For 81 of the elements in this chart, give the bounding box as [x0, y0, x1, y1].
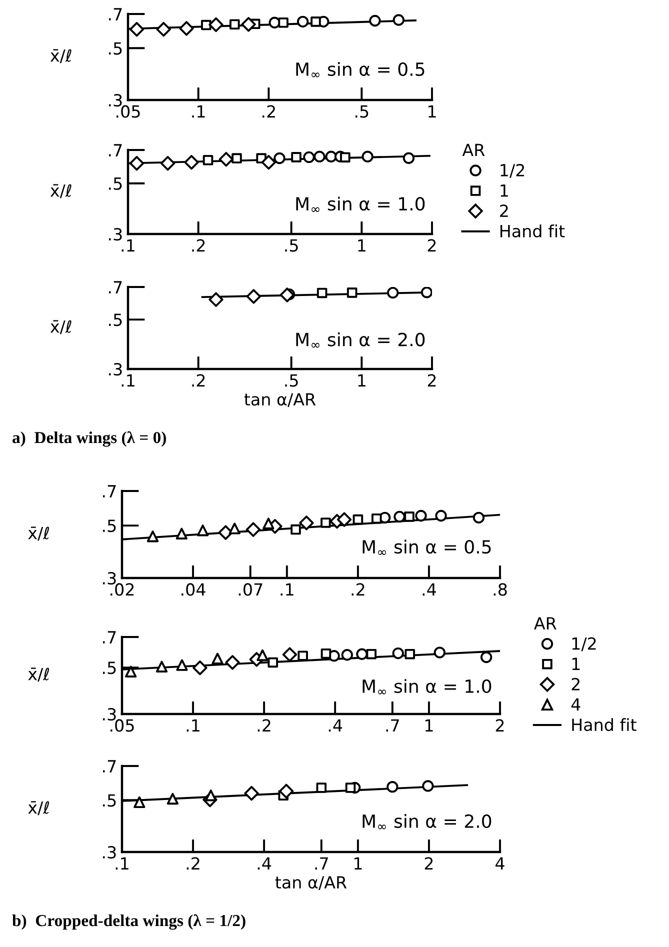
x-tick-label: .1	[122, 239, 134, 252]
x-tick-label: .4	[258, 857, 272, 870]
legend-title: AR	[534, 617, 556, 630]
y-tick-label: .5	[109, 314, 122, 326]
annotation: M$_{∞}$ sin α = 1.0	[296, 196, 425, 212]
y-tick-label: .5	[109, 178, 122, 190]
x-tick-label: 2	[428, 239, 436, 252]
y-axis-title: x̄/ℓ	[28, 801, 50, 816]
x-tick-label: .5	[285, 239, 298, 252]
x-tick-label: 1	[358, 374, 366, 387]
x-tick-label: .4	[328, 719, 342, 732]
text: a) Delta wings (λ = 0)	[12, 431, 166, 447]
y-tick-label: .5	[103, 794, 116, 807]
legend-label: 2	[572, 678, 580, 690]
x-tick-label: .5	[285, 374, 298, 387]
x-tick-label: .4	[422, 583, 436, 596]
x-tick-label: .02	[110, 583, 134, 596]
x-tick-label: .05	[110, 719, 134, 732]
x-tick-label: 1	[358, 239, 366, 252]
y-axis-title: x̄/ℓ	[50, 320, 72, 334]
legend-label: 1	[500, 184, 508, 197]
annotation: M$_{∞}$ sin α = 0.5	[296, 62, 424, 78]
text: b) Cropped-delta wings (λ = 1/2)	[12, 914, 246, 930]
legend-label: Hand fit	[572, 718, 636, 732]
legend-label: 1/2	[500, 164, 524, 178]
y-tick-label: .3	[103, 572, 116, 585]
x-axis-title: tan α/AR	[275, 876, 347, 890]
y-tick-label: .7	[109, 281, 122, 294]
x-tick-label: .2	[192, 374, 205, 387]
x-tick-label: 1	[426, 719, 433, 732]
y-tick-label: .3	[109, 94, 122, 107]
y-tick-label: .7	[109, 144, 122, 156]
x-tick-label: .7	[386, 719, 399, 732]
annotation: M$_{∞}$ sin α = 0.5	[362, 540, 491, 555]
y-tick-label: .3	[103, 846, 116, 859]
y-tick-label: .3	[109, 228, 122, 241]
legend-label: Hand fit	[500, 224, 565, 238]
y-tick-label: .5	[103, 662, 116, 674]
x-axis-title: tan α/AR	[244, 393, 316, 407]
x-tick-label: .05	[116, 105, 140, 118]
x-tick-label: 4	[496, 857, 504, 870]
x-tick-label: .8	[494, 583, 507, 596]
y-axis-title: x̄/ℓ	[50, 49, 72, 64]
legend-label: 1	[572, 658, 580, 670]
x-tick-label: .5	[355, 105, 368, 118]
x-tick-label: 1	[354, 857, 362, 870]
x-tick-label: .2	[258, 719, 270, 732]
y-tick-label: .5	[103, 520, 116, 532]
x-tick-label: .1	[192, 105, 205, 118]
x-tick-label: .1	[280, 583, 294, 596]
y-tick-label: .7	[103, 631, 116, 644]
legend-title: AR	[462, 144, 485, 156]
annotation: M$_{∞}$ sin α = 2.0	[362, 814, 492, 830]
y-tick-label: .7	[109, 8, 122, 20]
legend-label: 1/2	[572, 637, 596, 652]
legend-label: 4	[571, 698, 580, 711]
x-tick-label: 2	[496, 719, 504, 732]
x-tick-label: 2	[428, 374, 436, 387]
x-tick-label: .2	[192, 239, 205, 252]
y-tick-label: .5	[109, 42, 122, 55]
y-tick-label: .3	[109, 362, 122, 376]
annotation: M$_{∞}$ sin α = 2.0	[296, 332, 425, 348]
y-axis-title: x̄/ℓ	[28, 668, 50, 682]
x-tick-label: .1	[116, 857, 128, 870]
x-tick-label: .2	[186, 857, 200, 870]
x-tick-label: .04	[182, 583, 206, 596]
x-tick-label: .2	[262, 105, 275, 118]
legend-label: 2	[500, 204, 508, 217]
y-tick-label: .7	[103, 485, 116, 498]
annotation: M$_{∞}$ sin α = 1.0	[362, 679, 492, 694]
x-tick-label: .7	[315, 857, 328, 870]
y-axis-title: x̄/ℓ	[50, 184, 72, 198]
x-tick-label: .1	[186, 719, 200, 732]
x-tick-label: .07	[238, 583, 262, 596]
x-tick-label: 2	[424, 857, 433, 870]
x-tick-label: .2	[352, 583, 364, 596]
y-tick-label: .3	[103, 708, 116, 721]
x-tick-label: .1	[122, 374, 134, 387]
y-tick-label: .7	[103, 760, 116, 772]
y-axis-title: x̄/ℓ	[28, 526, 50, 541]
x-tick-label: 1	[428, 105, 436, 118]
